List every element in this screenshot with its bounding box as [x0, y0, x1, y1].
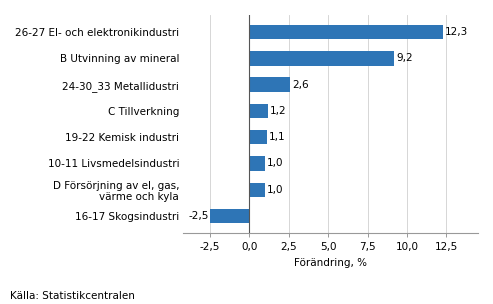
Bar — [210, 209, 249, 223]
Bar — [249, 156, 265, 171]
Text: Källa: Statistikcentralen: Källa: Statistikcentralen — [10, 291, 135, 301]
Bar — [249, 51, 394, 66]
Text: -2,5: -2,5 — [188, 211, 209, 221]
Bar — [249, 78, 290, 92]
Text: 9,2: 9,2 — [396, 54, 413, 64]
Text: 12,3: 12,3 — [445, 27, 468, 37]
Bar — [249, 182, 265, 197]
X-axis label: Förändring, %: Förändring, % — [294, 258, 367, 268]
Bar — [249, 25, 443, 39]
Text: 1,2: 1,2 — [270, 106, 286, 116]
Text: 2,6: 2,6 — [292, 80, 309, 90]
Text: 1,0: 1,0 — [267, 158, 283, 168]
Bar — [249, 104, 268, 118]
Bar — [249, 130, 267, 144]
Text: 1,0: 1,0 — [267, 185, 283, 195]
Text: 1,1: 1,1 — [268, 132, 285, 142]
